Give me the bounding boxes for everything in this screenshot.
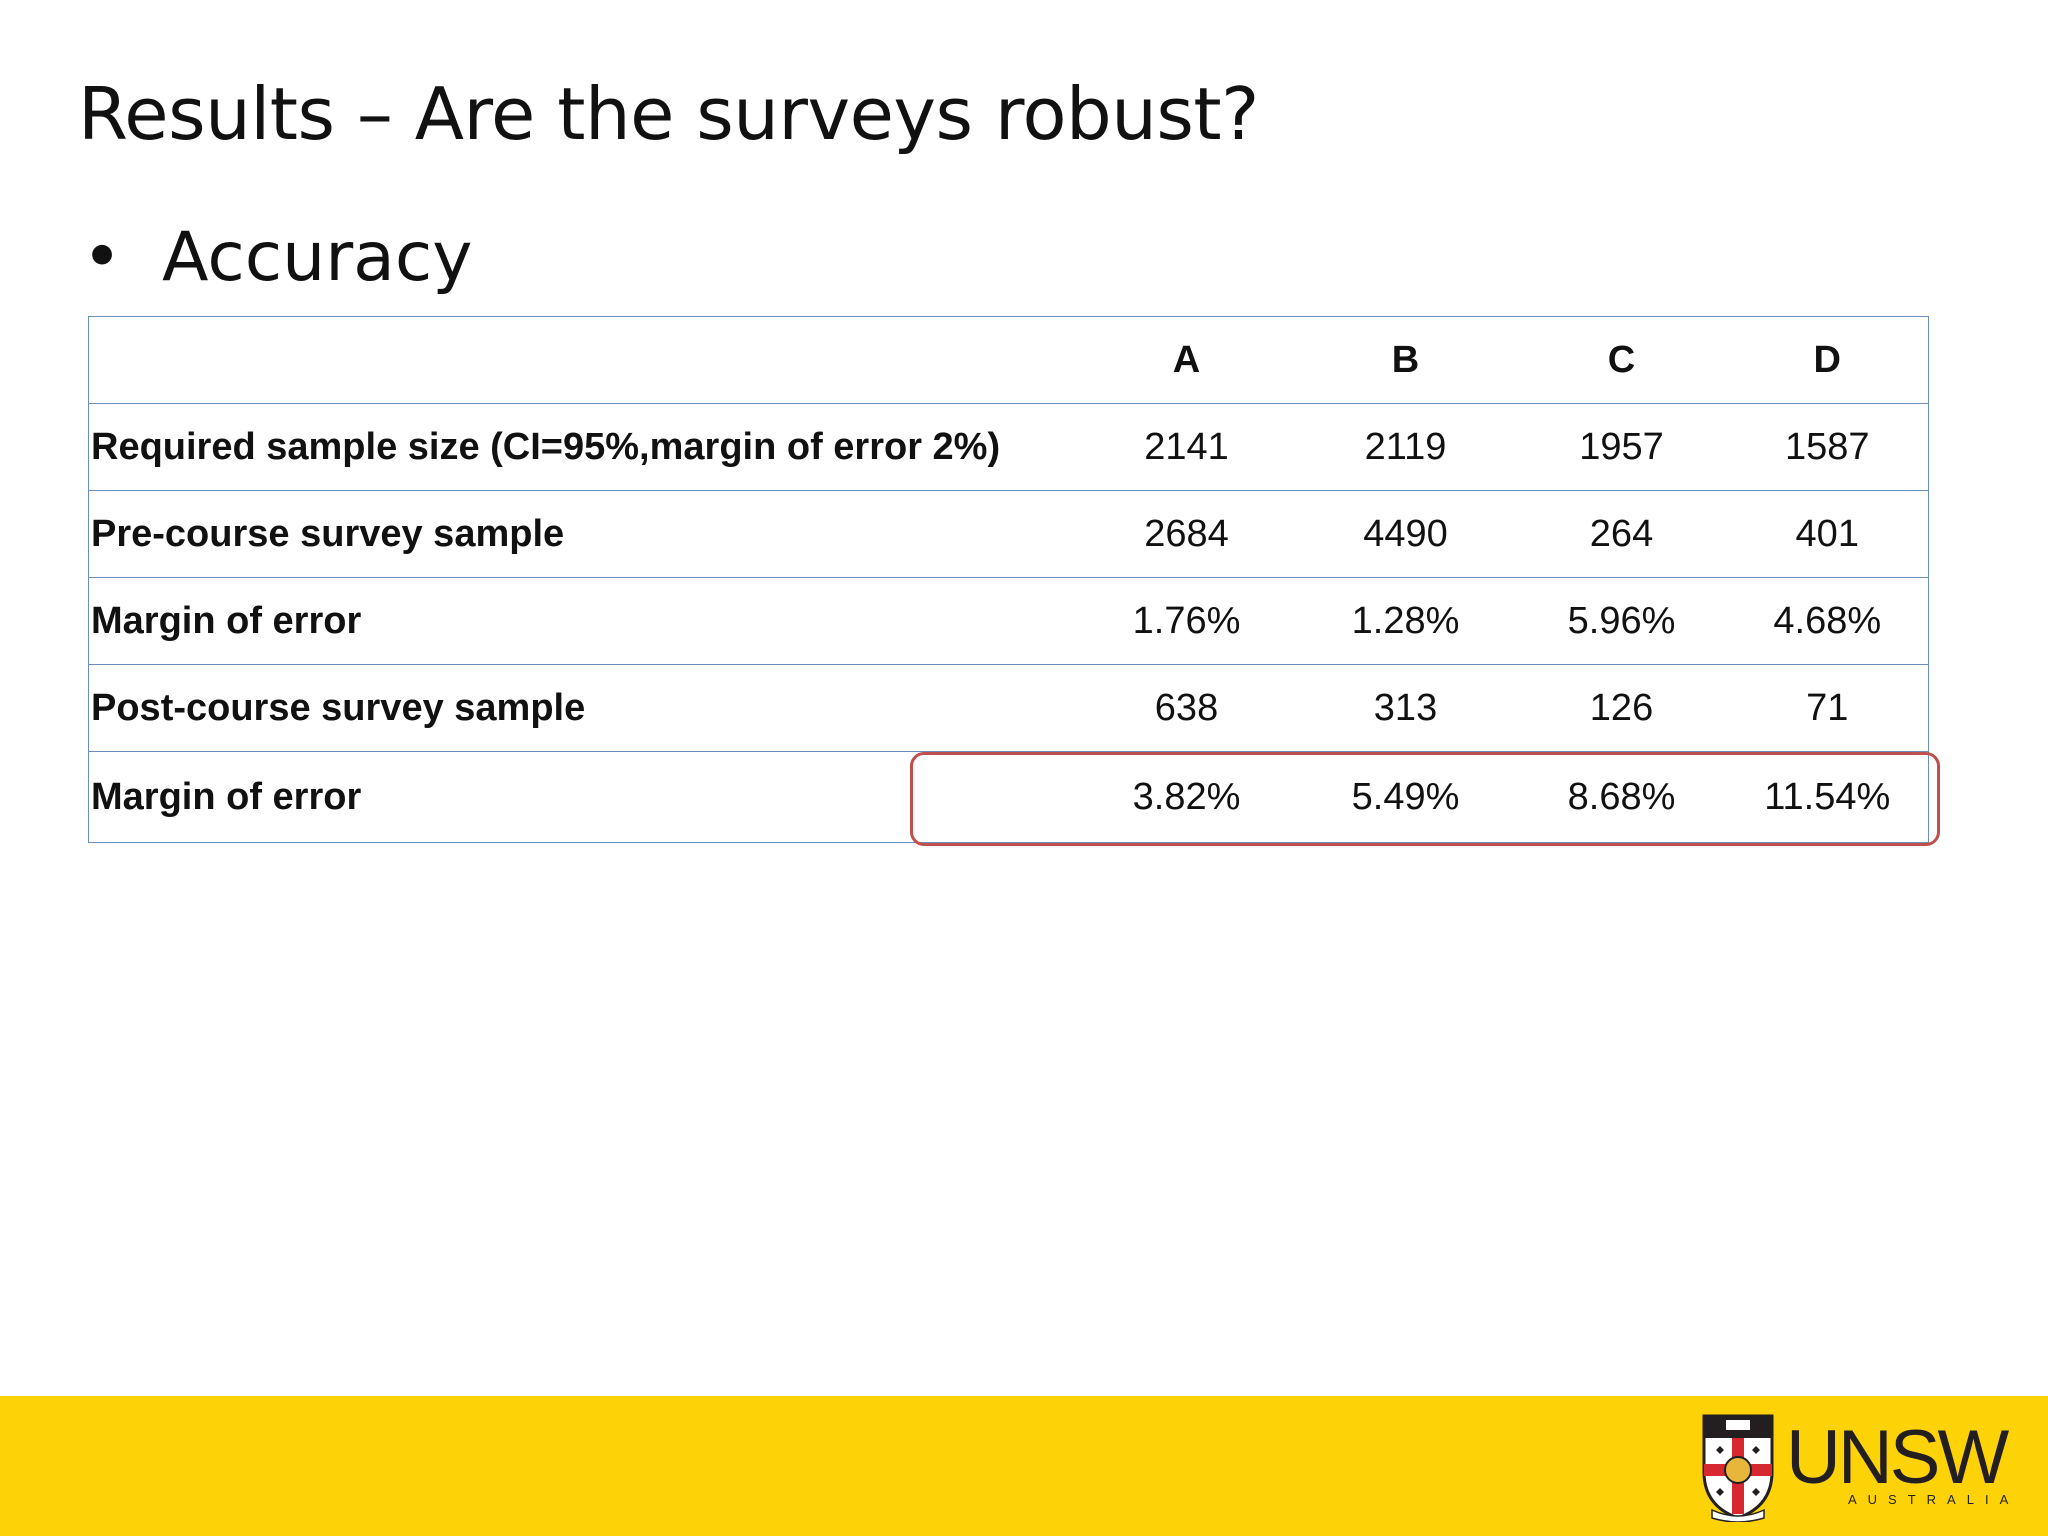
unsw-logo: UNSW AUSTRALIA — [1698, 1410, 2009, 1530]
table-cell: 71 — [1726, 664, 1929, 752]
highlight-box — [910, 752, 1940, 846]
table-cell: 4490 — [1294, 490, 1517, 578]
table-cell: 2141 — [1078, 403, 1295, 491]
header-cell-d: D — [1726, 316, 1929, 404]
table-row: Margin of error 1.76% 1.28% 5.96% 4.68% — [88, 577, 1929, 665]
table-cell: 264 — [1516, 490, 1727, 578]
table-cell: 1.76% — [1078, 577, 1295, 665]
table-cell: 2119 — [1294, 403, 1517, 491]
logo-subtext: AUSTRALIA — [1848, 1492, 2020, 1507]
table-row: Post-course survey sample 638 313 126 71 — [88, 664, 1929, 752]
table-cell: 3.82% — [1078, 751, 1295, 843]
table-cell: 5.96% — [1516, 577, 1727, 665]
accuracy-table: A B C D Required sample size (CI=95%,mar… — [88, 316, 1929, 843]
logo-wordmark: UNSW — [1786, 1415, 2009, 1500]
slide-title: Results – Are the surveys robust? — [78, 72, 1259, 156]
table-cell: 1.28% — [1294, 577, 1517, 665]
row-label: Pre-course survey sample — [88, 490, 1079, 578]
table-cell: 4.68% — [1726, 577, 1929, 665]
bullet-text: Accuracy — [162, 218, 473, 297]
row-label: Post-course survey sample — [88, 664, 1079, 752]
table-cell: 1957 — [1516, 403, 1727, 491]
row-label: Margin of error — [88, 751, 1079, 843]
table-cell: 1587 — [1726, 403, 1929, 491]
header-cell-a: A — [1078, 316, 1295, 404]
table-cell: 5.49% — [1294, 751, 1517, 843]
table-cell: 401 — [1726, 490, 1929, 578]
table-cell: 2684 — [1078, 490, 1295, 578]
table-header-row: A B C D — [88, 316, 1929, 404]
table-cell: 8.68% — [1516, 751, 1727, 843]
bullet-item: • Accuracy — [82, 218, 472, 297]
table-cell: 313 — [1294, 664, 1517, 752]
table-cell: 638 — [1078, 664, 1295, 752]
table-row: Required sample size (CI=95%,margin of e… — [88, 403, 1929, 491]
table-row-highlighted: Margin of error 3.82% 5.49% 8.68% 11.54% — [88, 751, 1929, 843]
bullet-dot: • — [82, 218, 123, 297]
header-cell-c: C — [1516, 316, 1727, 404]
row-label: Margin of error — [88, 577, 1079, 665]
header-cell-empty — [88, 316, 1079, 404]
row-label: Required sample size (CI=95%,margin of e… — [88, 403, 1079, 491]
table-cell: 11.54% — [1726, 751, 1929, 843]
crest-icon — [1702, 1414, 1774, 1522]
header-cell-b: B — [1294, 316, 1517, 404]
table-row: Pre-course survey sample 2684 4490 264 4… — [88, 490, 1929, 578]
table-cell: 126 — [1516, 664, 1727, 752]
